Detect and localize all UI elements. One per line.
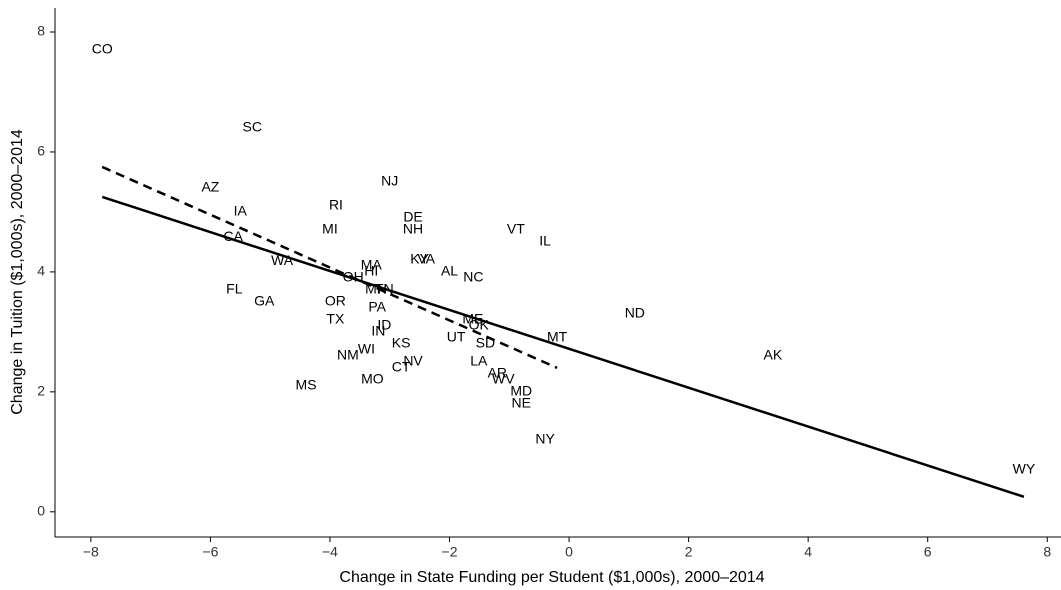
- point-label: VT: [507, 221, 525, 237]
- x-tick-label: −8: [83, 544, 99, 560]
- point-label: CA: [223, 228, 243, 244]
- point-label: KY: [410, 251, 429, 267]
- point-label: MN: [365, 281, 387, 297]
- point-label: DE: [403, 209, 422, 225]
- point-label: OR: [325, 293, 346, 309]
- point-label: FL: [226, 281, 243, 297]
- point-label: WA: [271, 252, 294, 268]
- point-label: WI: [358, 341, 375, 357]
- point-label: KS: [392, 335, 411, 351]
- point-label: MO: [361, 371, 384, 387]
- point-label: WY: [1013, 461, 1036, 477]
- point-label: MA: [361, 257, 383, 273]
- point-label: SC: [243, 119, 262, 135]
- point-label: CO: [92, 41, 113, 57]
- point-label: NH: [403, 221, 423, 237]
- point-label: IL: [539, 233, 551, 249]
- point-label: AK: [764, 347, 783, 363]
- point-label: WV: [492, 371, 515, 387]
- point-label: IA: [234, 203, 248, 219]
- point-label: PA: [368, 299, 386, 315]
- point-label: MS: [296, 377, 317, 393]
- x-tick-label: −6: [202, 544, 218, 560]
- point-label: NM: [337, 347, 359, 363]
- point-label: AR: [488, 365, 507, 381]
- point-label: HI: [364, 263, 378, 279]
- y-tick-label: 2: [37, 383, 45, 399]
- point-label: LA: [470, 353, 488, 369]
- point-label: NV: [403, 353, 423, 369]
- point-label: OK: [469, 317, 490, 333]
- point-label: TN: [375, 281, 394, 297]
- point-label: MT: [547, 329, 568, 345]
- y-tick-label: 4: [37, 263, 45, 279]
- point-label: NE: [512, 395, 531, 411]
- x-tick-label: −2: [442, 544, 458, 560]
- x-tick-label: −4: [322, 544, 338, 560]
- point-label: ID: [377, 317, 391, 333]
- point-label: CT: [392, 359, 411, 375]
- point-label: AZ: [201, 179, 219, 195]
- point-label: TX: [326, 311, 345, 327]
- point-label: SD: [476, 335, 495, 351]
- x-tick-label: 8: [1043, 544, 1051, 560]
- x-tick-label: 2: [685, 544, 693, 560]
- x-axis-title: Change in State Funding per Student ($1,…: [339, 569, 764, 586]
- point-label: VA: [417, 251, 435, 267]
- x-tick-label: 0: [565, 544, 573, 560]
- fit-line: [101, 195, 1025, 499]
- point-label: AL: [441, 263, 458, 279]
- point-label: NY: [535, 431, 555, 447]
- point-label: GA: [254, 293, 275, 309]
- x-tick-label: 6: [924, 544, 932, 560]
- point-label: UT: [447, 329, 466, 345]
- point-label: MD: [510, 383, 532, 399]
- y-axis-title: Change in Tuition ($1,000s), 2000–2014: [9, 129, 26, 415]
- point-label: OH: [343, 269, 364, 285]
- point-label: RI: [329, 197, 343, 213]
- fit-line: [101, 165, 558, 370]
- point-label: NJ: [381, 173, 398, 189]
- x-tick-label: 4: [804, 544, 812, 560]
- y-tick-label: 8: [37, 23, 45, 39]
- point-label: IN: [371, 323, 385, 339]
- point-label: MI: [322, 221, 338, 237]
- point-label: NC: [463, 269, 483, 285]
- point-label: ND: [625, 305, 645, 321]
- point-label: ME: [462, 311, 483, 327]
- y-tick-label: 0: [37, 503, 45, 519]
- y-tick-label: 6: [37, 143, 45, 159]
